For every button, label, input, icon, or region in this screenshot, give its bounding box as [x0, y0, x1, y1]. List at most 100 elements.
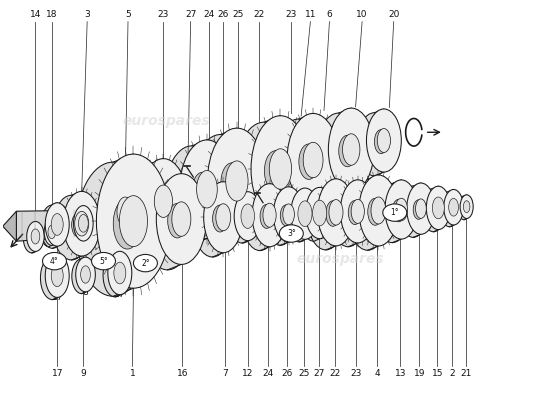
Ellipse shape — [207, 128, 266, 234]
Ellipse shape — [142, 179, 192, 270]
Ellipse shape — [168, 204, 187, 238]
Ellipse shape — [392, 199, 405, 222]
Text: 18: 18 — [46, 10, 58, 19]
Ellipse shape — [399, 186, 427, 237]
Text: 1: 1 — [129, 369, 135, 378]
Ellipse shape — [265, 190, 295, 245]
Ellipse shape — [192, 172, 213, 210]
Ellipse shape — [357, 113, 392, 176]
Text: 5: 5 — [125, 10, 131, 19]
Ellipse shape — [270, 149, 292, 189]
Text: 16: 16 — [177, 369, 188, 378]
Ellipse shape — [31, 229, 40, 244]
Ellipse shape — [307, 183, 344, 250]
Ellipse shape — [126, 164, 174, 249]
Ellipse shape — [76, 257, 95, 292]
Ellipse shape — [75, 212, 89, 236]
Ellipse shape — [251, 116, 310, 222]
Ellipse shape — [91, 178, 135, 255]
Text: 4°: 4° — [50, 257, 59, 266]
Ellipse shape — [45, 254, 69, 298]
Polygon shape — [16, 208, 237, 241]
Ellipse shape — [283, 204, 294, 225]
Text: 5°: 5° — [99, 257, 108, 266]
Ellipse shape — [298, 201, 312, 226]
Ellipse shape — [44, 218, 59, 245]
Ellipse shape — [328, 108, 374, 191]
Ellipse shape — [285, 191, 314, 242]
Ellipse shape — [291, 188, 319, 239]
Circle shape — [279, 225, 303, 242]
Ellipse shape — [119, 196, 147, 247]
Text: 1°: 1° — [390, 208, 399, 217]
Ellipse shape — [317, 179, 355, 246]
Text: 20: 20 — [388, 10, 399, 19]
Ellipse shape — [216, 204, 231, 231]
Ellipse shape — [221, 163, 243, 203]
Ellipse shape — [23, 223, 41, 253]
Ellipse shape — [312, 200, 327, 226]
Text: 3°: 3° — [287, 229, 296, 238]
Ellipse shape — [348, 200, 361, 224]
Polygon shape — [3, 211, 16, 241]
Text: 27: 27 — [185, 10, 196, 19]
Ellipse shape — [53, 195, 90, 260]
Ellipse shape — [366, 109, 402, 172]
Text: eurospares: eurospares — [313, 146, 400, 160]
Ellipse shape — [41, 256, 64, 300]
Ellipse shape — [243, 188, 277, 250]
Ellipse shape — [252, 184, 287, 247]
Ellipse shape — [41, 220, 56, 247]
Ellipse shape — [326, 201, 340, 226]
Text: 23: 23 — [350, 369, 361, 378]
Ellipse shape — [376, 184, 409, 243]
Circle shape — [91, 252, 116, 270]
Text: 13: 13 — [394, 369, 406, 378]
Ellipse shape — [416, 199, 426, 218]
Text: 4: 4 — [375, 369, 380, 378]
Ellipse shape — [421, 188, 446, 232]
Ellipse shape — [241, 204, 255, 228]
Text: 26: 26 — [218, 10, 229, 19]
Ellipse shape — [339, 135, 356, 167]
Text: 2: 2 — [450, 369, 455, 378]
Ellipse shape — [426, 186, 450, 230]
Circle shape — [134, 254, 157, 272]
Ellipse shape — [113, 198, 141, 249]
Text: eurospares: eurospares — [122, 224, 210, 238]
Ellipse shape — [172, 202, 191, 236]
Ellipse shape — [196, 170, 217, 208]
Ellipse shape — [305, 188, 334, 239]
Ellipse shape — [113, 198, 130, 228]
Ellipse shape — [359, 175, 398, 246]
Ellipse shape — [280, 205, 292, 226]
Text: 22: 22 — [253, 10, 265, 19]
Ellipse shape — [114, 262, 126, 284]
Text: 19: 19 — [414, 369, 425, 378]
Text: 26: 26 — [281, 369, 293, 378]
Ellipse shape — [331, 184, 366, 247]
Ellipse shape — [299, 144, 319, 179]
Ellipse shape — [140, 159, 188, 244]
Ellipse shape — [235, 122, 294, 229]
Text: eurospares: eurospares — [296, 252, 384, 266]
Ellipse shape — [440, 191, 459, 227]
Ellipse shape — [287, 114, 339, 206]
Ellipse shape — [265, 151, 287, 191]
Ellipse shape — [371, 197, 386, 224]
Text: 24: 24 — [263, 369, 274, 378]
Ellipse shape — [300, 190, 328, 241]
Ellipse shape — [204, 182, 243, 253]
Text: 8: 8 — [82, 288, 89, 297]
Ellipse shape — [51, 214, 63, 235]
Text: 17: 17 — [52, 293, 63, 302]
Circle shape — [42, 252, 67, 270]
Text: 10: 10 — [356, 10, 368, 19]
Ellipse shape — [226, 161, 248, 201]
Ellipse shape — [377, 128, 390, 152]
Ellipse shape — [432, 197, 444, 219]
Text: 25: 25 — [298, 369, 310, 378]
Text: eurospares: eurospares — [122, 114, 210, 128]
Ellipse shape — [51, 265, 63, 286]
Ellipse shape — [108, 251, 132, 295]
